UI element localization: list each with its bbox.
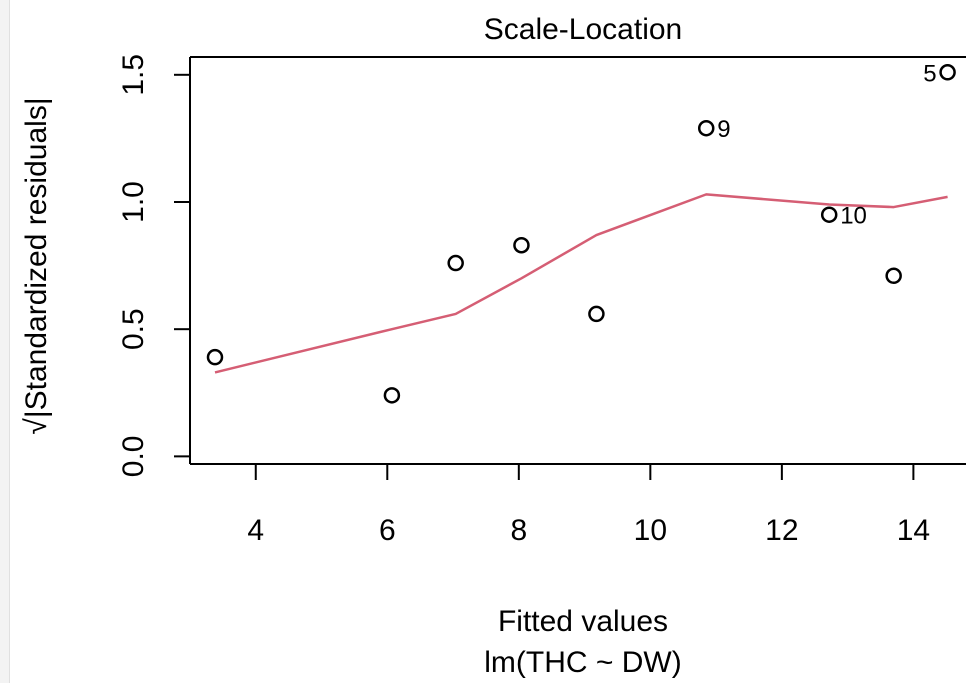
data-point-9 — [939, 64, 956, 81]
y-tick-label-0-5: 0.5 — [117, 308, 150, 350]
y-tick-label-1: 1.0 — [117, 181, 150, 223]
plot-frame-group — [189, 56, 966, 465]
x-axis-label: Fitted values — [498, 605, 668, 638]
y-tick-label-1-5: 1.5 — [117, 54, 150, 96]
viewer-left-edge — [0, 0, 10, 683]
data-point-2 — [383, 387, 401, 404]
chart-subtitle: lm(THC ~ DW) — [484, 646, 681, 679]
y-tick-label-0: 0.0 — [117, 436, 150, 478]
x-tick-label-8: 8 — [510, 514, 527, 547]
point-label-10: 10 — [840, 203, 867, 230]
data-point-4 — [513, 236, 530, 254]
smooth-line-group — [214, 193, 948, 374]
x-tick-label-10: 10 — [634, 514, 667, 547]
x-axis: 4 6 8 10 12 14 — [247, 464, 930, 547]
chart-title: Scale-Location — [484, 13, 682, 46]
x-tick-label-6: 6 — [379, 514, 396, 547]
data-point-3 — [447, 254, 464, 272]
points-group: 9 10 5 — [206, 60, 956, 404]
data-point-7 — [820, 206, 838, 223]
data-point-1 — [206, 348, 224, 366]
x-tick-label-14: 14 — [897, 514, 930, 547]
y-axis: 0.0 0.5 1.0 1.5 — [117, 54, 190, 477]
point-label-9: 9 — [717, 116, 730, 143]
data-point-8 — [885, 267, 902, 285]
data-point-6 — [697, 119, 715, 137]
x-tick-label-12: 12 — [765, 514, 798, 547]
point-label-5: 5 — [923, 60, 936, 87]
x-tick-label-4: 4 — [247, 514, 264, 547]
data-point-5 — [588, 305, 605, 323]
y-axis-label: √|Standardized residuals| — [20, 97, 53, 434]
smooth-line — [214, 193, 948, 374]
